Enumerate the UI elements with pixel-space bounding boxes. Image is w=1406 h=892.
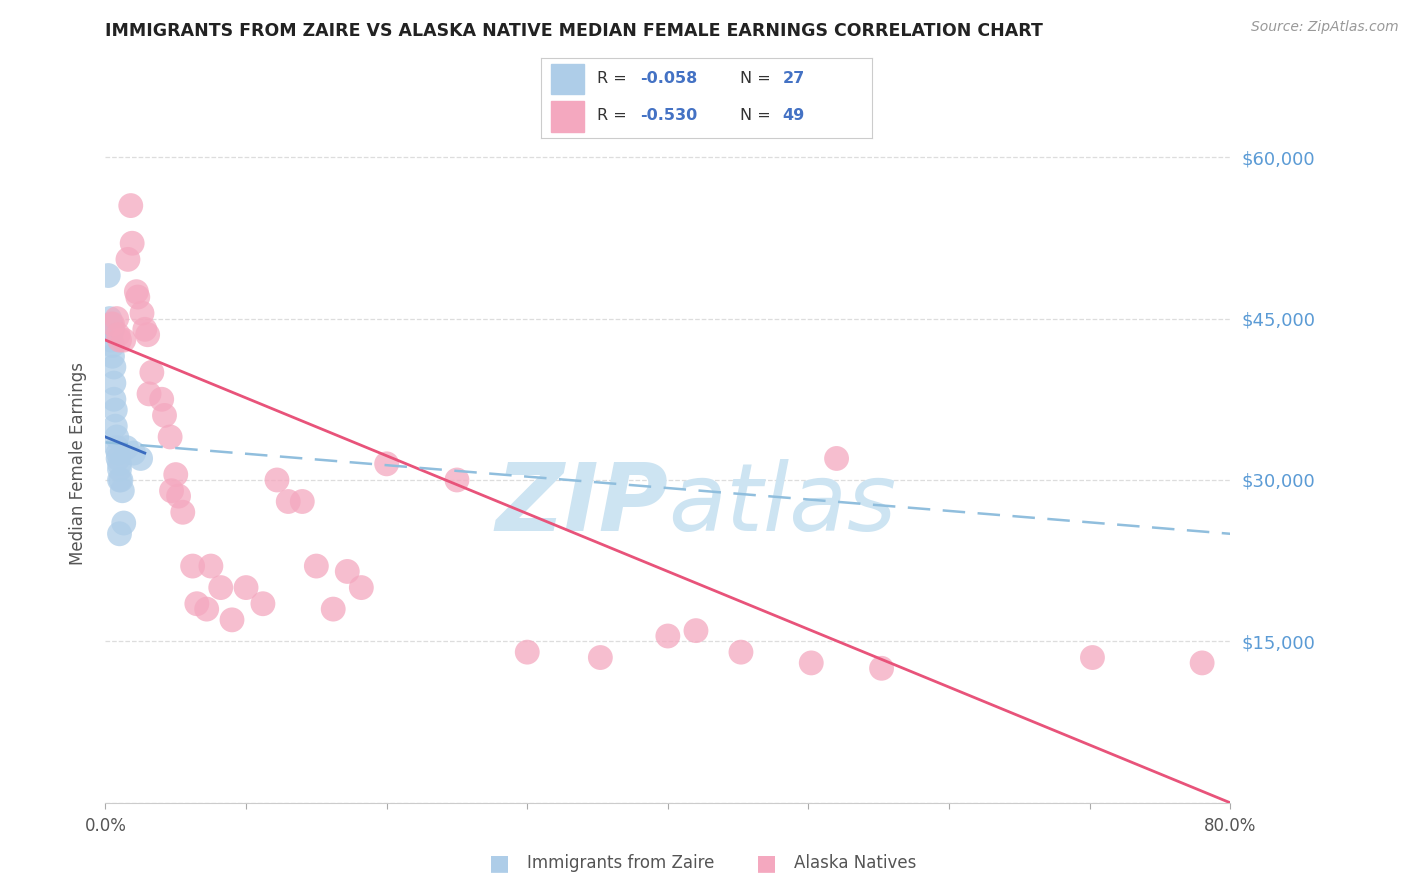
Text: 27: 27 <box>783 70 804 86</box>
Point <box>105 311 128 326</box>
Text: 49: 49 <box>783 108 804 123</box>
Text: atlas: atlas <box>668 459 896 550</box>
Point <box>105 441 128 455</box>
Point <box>153 409 176 423</box>
Text: R =: R = <box>598 108 633 123</box>
Point <box>100 317 122 331</box>
Point <box>129 451 152 466</box>
Text: -0.530: -0.530 <box>641 108 697 123</box>
Point <box>159 430 181 444</box>
Point <box>112 333 135 347</box>
Point <box>305 559 328 574</box>
Y-axis label: Median Female Earnings: Median Female Earnings <box>69 362 87 566</box>
Point <box>100 333 122 347</box>
Point <box>235 581 257 595</box>
Point <box>110 473 132 487</box>
Point <box>127 290 149 304</box>
Point <box>104 403 127 417</box>
Point <box>107 446 129 460</box>
Point <box>98 311 121 326</box>
Point <box>125 285 148 299</box>
Point <box>221 613 243 627</box>
Point <box>101 338 124 352</box>
Point <box>446 473 468 487</box>
Point <box>186 597 208 611</box>
Point <box>108 333 131 347</box>
Point <box>120 198 142 212</box>
Point <box>115 441 138 455</box>
Point <box>97 268 120 283</box>
Point <box>195 602 218 616</box>
Point <box>825 451 848 466</box>
Point <box>657 629 679 643</box>
Point <box>266 473 288 487</box>
Text: Alaska Natives: Alaska Natives <box>794 855 917 872</box>
Text: -0.058: -0.058 <box>641 70 697 86</box>
Text: ■: ■ <box>489 854 509 873</box>
Point <box>108 526 131 541</box>
Point <box>516 645 538 659</box>
Point <box>138 387 160 401</box>
Point <box>172 505 194 519</box>
Point <box>105 430 128 444</box>
Point <box>141 365 163 379</box>
Point <box>589 650 612 665</box>
Text: Immigrants from Zaire: Immigrants from Zaire <box>527 855 714 872</box>
Point <box>336 565 359 579</box>
Point <box>112 516 135 530</box>
Text: R =: R = <box>598 70 633 86</box>
Point <box>1081 650 1104 665</box>
Point <box>104 419 127 434</box>
Point <box>375 457 398 471</box>
Point <box>209 581 232 595</box>
Point <box>101 349 124 363</box>
Point <box>1191 656 1213 670</box>
Point <box>101 322 124 336</box>
Point <box>108 462 131 476</box>
Point <box>107 451 129 466</box>
Point <box>150 392 173 407</box>
Point <box>322 602 344 616</box>
Point <box>200 559 222 574</box>
Point <box>870 661 893 675</box>
Point <box>108 473 131 487</box>
Point <box>277 494 299 508</box>
Point <box>685 624 707 638</box>
Point <box>131 306 153 320</box>
Point <box>160 483 183 498</box>
Text: N =: N = <box>740 108 776 123</box>
Point <box>800 656 823 670</box>
Bar <box>551 102 585 132</box>
Point <box>98 322 121 336</box>
Point <box>103 359 125 374</box>
Point <box>167 489 190 503</box>
Point <box>103 376 125 391</box>
Bar <box>551 63 585 95</box>
Point <box>111 483 134 498</box>
Point <box>108 457 131 471</box>
Point <box>134 322 156 336</box>
Point <box>136 327 159 342</box>
Point <box>350 581 373 595</box>
Text: ■: ■ <box>756 854 776 873</box>
Point <box>122 446 145 460</box>
Point <box>291 494 314 508</box>
Text: Source: ZipAtlas.com: Source: ZipAtlas.com <box>1251 20 1399 34</box>
Point <box>252 597 274 611</box>
Point <box>107 327 129 342</box>
Point <box>181 559 204 574</box>
Point <box>165 467 187 482</box>
Text: N =: N = <box>740 70 776 86</box>
Point <box>121 236 143 251</box>
Point <box>101 317 124 331</box>
Point <box>103 392 125 407</box>
Text: ZIP: ZIP <box>495 458 668 550</box>
Point <box>730 645 752 659</box>
Point <box>117 252 139 267</box>
Text: IMMIGRANTS FROM ZAIRE VS ALASKA NATIVE MEDIAN FEMALE EARNINGS CORRELATION CHART: IMMIGRANTS FROM ZAIRE VS ALASKA NATIVE M… <box>105 22 1043 40</box>
